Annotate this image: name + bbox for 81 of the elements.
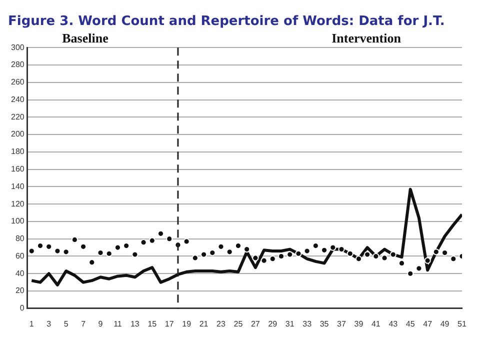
x-tick-label: 49 [440,319,450,328]
point [450,256,457,262]
point [192,254,198,262]
x-tick-label: 29 [268,319,278,328]
y-tick-label: 280 [10,60,25,70]
point [295,250,302,257]
x-tick-label: 5 [64,319,69,328]
point [218,243,224,250]
x-tick-label: 3 [46,319,52,328]
y-tick-label: 60 [15,251,25,260]
x-tick-label: 13 [130,319,140,328]
x-tick-label: 31 [285,319,295,328]
x-tick-label: 9 [98,319,104,328]
point [54,248,61,254]
point [166,236,173,242]
x-tick-label: 25 [234,319,244,328]
text: Intervention [332,30,402,46]
y-tick-label: 140 [10,182,25,191]
x-tick-label: 33 [302,319,312,328]
point [226,248,233,256]
y-tick-label: 180 [10,147,25,156]
y-tick-label: 100 [10,216,25,226]
x-tick-label: 51 [458,319,467,328]
x-tick-label: 47 [423,319,433,328]
y-tick-label: 0 [20,304,25,313]
point [106,250,112,257]
point [28,248,35,254]
point [304,248,310,254]
x-tick-label: 11 [114,319,122,328]
chart-title: Figure 3. Word Count and Repertoire of Words: Data for J.T. [8,14,445,30]
point [123,242,130,250]
point [157,230,164,237]
x-tick-label: 39 [354,319,364,328]
point [312,242,319,250]
x-tick-label: 21 [199,319,209,328]
point [381,254,388,262]
x-tick-label: 7 [81,319,86,328]
x-tick-label: 23 [216,319,226,328]
point [416,265,422,272]
point [269,256,276,262]
y-tick-label: 300 [10,42,25,52]
point [62,248,70,256]
x-tick-label: 15 [148,319,158,328]
x-tick-label: 27 [250,319,260,328]
x-tick-label: 35 [320,319,330,328]
point [260,257,268,264]
text: Baseline [62,30,109,46]
point [286,251,294,258]
y-tick-label: 220 [10,112,25,122]
point [183,238,190,245]
point [148,237,156,244]
y-tick-label: 80 [15,234,25,244]
x-tick-label: 19 [182,319,192,328]
point [46,243,52,250]
y-tick-label: 40 [15,268,25,278]
point [390,251,396,258]
y-tick-label: 260 [10,78,25,87]
point [132,251,138,258]
point [346,250,354,257]
y-tick-label: 240 [10,94,25,104]
x-tick-label: 17 [164,319,174,328]
point [140,239,147,246]
point [252,254,259,262]
y-tick-label: 120 [10,199,25,208]
point [364,251,371,258]
point [407,270,414,277]
point [398,260,406,266]
x-tick-label: 43 [388,319,398,328]
x-tick-label: 37 [337,319,346,328]
y-tick-label: 200 [10,130,25,139]
y-tick-label: 160 [10,164,25,174]
point [330,244,336,251]
x-tick-label: 41 [371,319,381,328]
point [432,248,440,256]
point [424,257,431,264]
point [88,259,96,266]
x-tick-label: 45 [406,319,416,328]
y-tick-label: 20 [15,286,25,296]
point [355,256,362,262]
x-tick-label: 1 [29,319,34,328]
point [200,251,208,258]
